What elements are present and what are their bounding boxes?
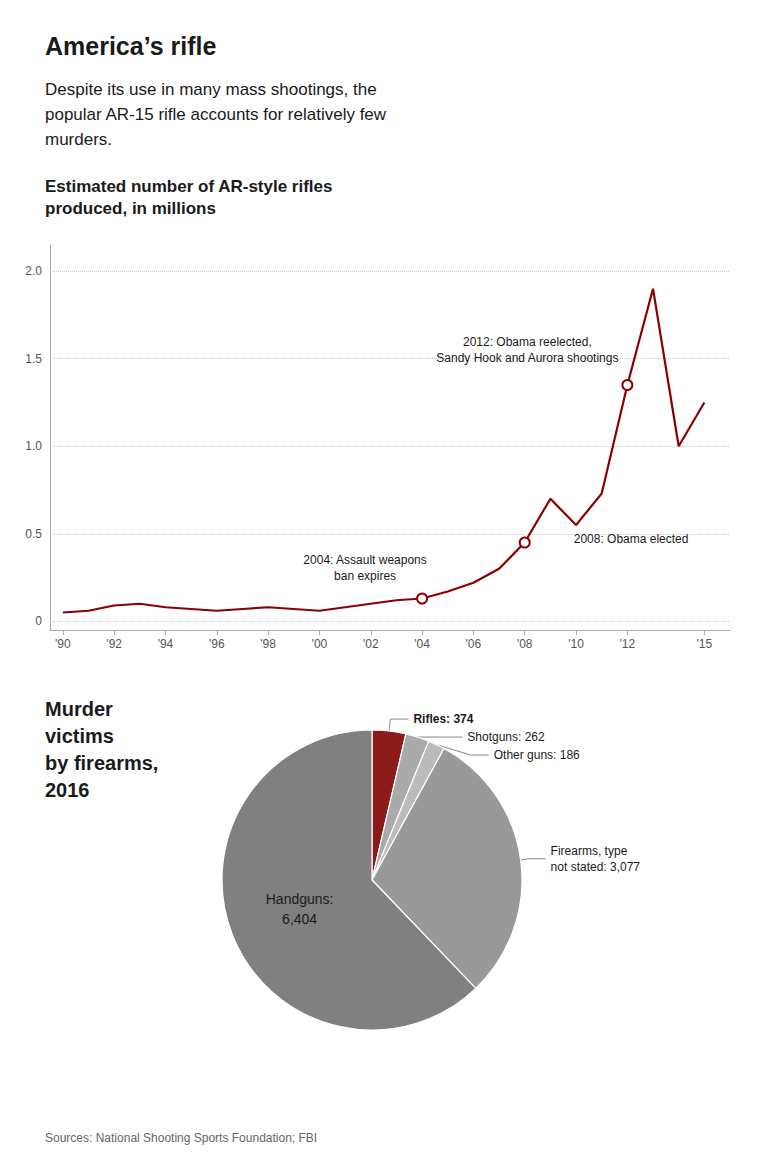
svg-text:Despite its use in many mass s: Despite its use in many mass shootings, … [45,80,377,99]
svg-text:2016: 2016 [45,779,90,801]
svg-text:2004: Assault weapons: 2004: Assault weapons [303,553,426,567]
svg-text:victims: victims [45,725,114,747]
svg-text:1.5: 1.5 [25,352,42,366]
svg-text:'12: '12 [620,637,636,651]
svg-text:America’s rifle: America’s rifle [45,32,216,60]
svg-text:'92: '92 [106,637,122,651]
svg-text:Murder: Murder [45,698,113,720]
svg-text:Sandy Hook and Aurora shooting: Sandy Hook and Aurora shootings [436,351,618,365]
svg-text:2012: Obama reelected,: 2012: Obama reelected, [463,335,592,349]
svg-text:'02: '02 [363,637,379,651]
svg-text:'10: '10 [568,637,584,651]
svg-text:'06: '06 [466,637,482,651]
svg-text:not stated: 3,077: not stated: 3,077 [551,860,641,874]
svg-text:'08: '08 [517,637,533,651]
svg-text:6,404: 6,404 [282,911,317,927]
svg-text:produced, in millions: produced, in millions [45,199,216,218]
svg-text:Other guns: 186: Other guns: 186 [494,748,580,762]
svg-text:'94: '94 [158,637,174,651]
svg-text:'96: '96 [209,637,225,651]
svg-text:Shotguns: 262: Shotguns: 262 [467,730,545,744]
svg-text:Estimated number of AR-style r: Estimated number of AR-style rifles [45,177,333,196]
svg-text:Sources: National Shooting Spo: Sources: National Shooting Sports Founda… [45,1131,317,1145]
svg-text:Firearms, type: Firearms, type [551,844,628,858]
svg-text:0.5: 0.5 [25,527,42,541]
svg-text:0: 0 [35,614,42,628]
svg-text:'90: '90 [55,637,71,651]
svg-text:popular AR-15 rifle accounts f: popular AR-15 rifle accounts for relativ… [45,105,387,124]
svg-text:'04: '04 [414,637,430,651]
svg-text:Handguns:: Handguns: [266,891,334,907]
svg-text:Rifles: 374: Rifles: 374 [413,712,473,726]
svg-text:2.0: 2.0 [25,264,42,278]
svg-text:1.0: 1.0 [25,439,42,453]
svg-text:'00: '00 [312,637,328,651]
svg-text:'15: '15 [697,637,713,651]
svg-text:murders.: murders. [45,130,112,149]
svg-text:2008: Obama elected: 2008: Obama elected [574,532,689,546]
svg-text:by firearms,: by firearms, [45,752,158,774]
svg-text:ban expires: ban expires [334,569,396,583]
svg-text:'98: '98 [260,637,276,651]
